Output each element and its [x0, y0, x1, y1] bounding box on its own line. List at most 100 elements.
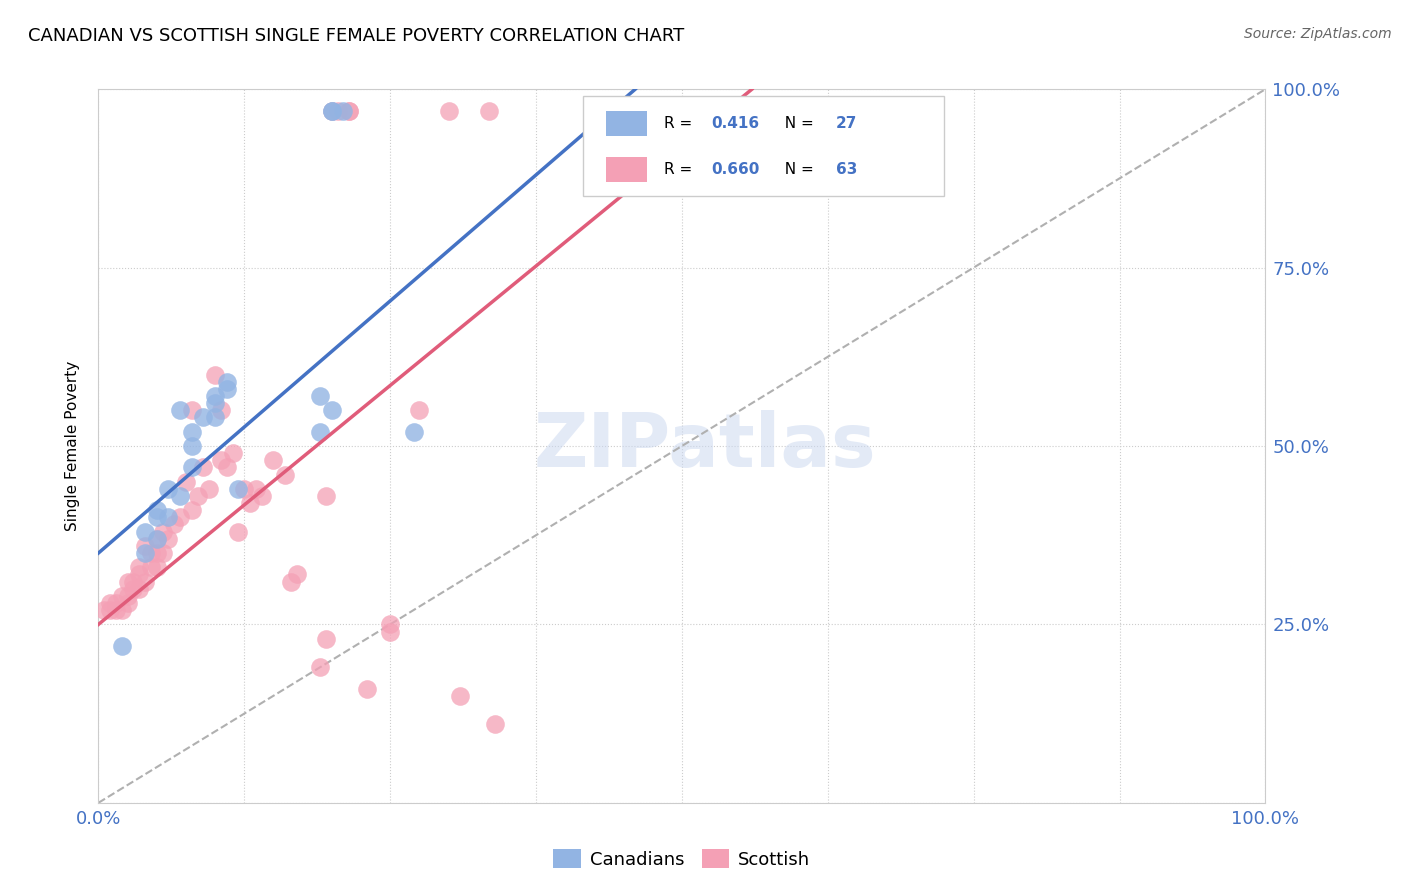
Point — [117, 589, 139, 603]
Point — [215, 375, 238, 389]
Point — [228, 482, 250, 496]
Point — [180, 403, 202, 417]
Point — [356, 681, 378, 696]
Point — [98, 603, 121, 617]
Point — [180, 425, 202, 439]
Point — [262, 453, 284, 467]
Point — [146, 503, 169, 517]
Point — [309, 389, 332, 403]
Point — [204, 368, 226, 382]
Text: N =: N = — [775, 116, 818, 130]
Text: 0.660: 0.660 — [711, 162, 759, 177]
Point — [128, 582, 150, 596]
Point — [209, 403, 232, 417]
Text: 63: 63 — [837, 162, 858, 177]
Text: 0.416: 0.416 — [711, 116, 759, 130]
Point — [198, 482, 221, 496]
Text: R =: R = — [665, 116, 697, 130]
Point — [193, 460, 215, 475]
Point — [111, 603, 134, 617]
Point — [233, 482, 256, 496]
Point — [624, 103, 647, 118]
Point — [204, 396, 226, 410]
Point — [274, 467, 297, 482]
Point — [134, 546, 156, 560]
Text: N =: N = — [775, 162, 818, 177]
Point — [337, 103, 360, 118]
Point — [169, 489, 191, 503]
Point — [321, 103, 343, 118]
Point — [146, 546, 169, 560]
Point — [215, 460, 238, 475]
Point — [111, 639, 134, 653]
Point — [204, 410, 226, 425]
Point — [309, 660, 332, 674]
Point — [157, 510, 180, 524]
Point — [98, 596, 121, 610]
Point — [245, 482, 267, 496]
Point — [104, 596, 127, 610]
Point — [169, 510, 191, 524]
Point — [139, 546, 162, 560]
Point — [157, 532, 180, 546]
Text: Source: ZipAtlas.com: Source: ZipAtlas.com — [1244, 27, 1392, 41]
Point — [134, 524, 156, 539]
Y-axis label: Single Female Poverty: Single Female Poverty — [65, 361, 80, 531]
Point — [378, 624, 402, 639]
Point — [280, 574, 302, 589]
Point — [484, 717, 506, 731]
Point — [134, 539, 156, 553]
Point — [315, 489, 337, 503]
FancyBboxPatch shape — [606, 111, 647, 136]
Point — [122, 582, 145, 596]
Point — [128, 560, 150, 574]
Point — [146, 532, 169, 546]
Point — [378, 617, 402, 632]
Point — [209, 453, 232, 467]
Point — [122, 574, 145, 589]
Point — [204, 389, 226, 403]
Point — [104, 603, 127, 617]
Point — [221, 446, 243, 460]
Point — [180, 460, 202, 475]
Point — [134, 574, 156, 589]
Point — [180, 503, 202, 517]
Text: ZIPatlas: ZIPatlas — [534, 409, 876, 483]
Point — [321, 103, 343, 118]
Point — [180, 439, 202, 453]
Point — [478, 103, 501, 118]
Point — [437, 103, 460, 118]
Point — [326, 103, 349, 118]
Point — [169, 403, 191, 417]
Point — [157, 482, 180, 496]
Point — [146, 560, 169, 574]
Point — [146, 532, 169, 546]
Point — [117, 574, 139, 589]
Text: CANADIAN VS SCOTTISH SINGLE FEMALE POVERTY CORRELATION CHART: CANADIAN VS SCOTTISH SINGLE FEMALE POVER… — [28, 27, 685, 45]
FancyBboxPatch shape — [582, 96, 945, 196]
Point — [285, 567, 308, 582]
Point — [321, 103, 343, 118]
Text: 27: 27 — [837, 116, 858, 130]
Point — [128, 567, 150, 582]
Point — [139, 560, 162, 574]
Point — [174, 475, 197, 489]
Point — [337, 103, 360, 118]
Point — [111, 589, 134, 603]
Point — [309, 425, 332, 439]
Point — [228, 524, 250, 539]
Point — [193, 410, 215, 425]
Point — [239, 496, 262, 510]
Point — [408, 403, 430, 417]
FancyBboxPatch shape — [606, 157, 647, 182]
Point — [402, 425, 425, 439]
Point — [315, 632, 337, 646]
Point — [117, 596, 139, 610]
Point — [215, 382, 238, 396]
Point — [321, 403, 343, 417]
Legend: Canadians, Scottish: Canadians, Scottish — [547, 842, 817, 876]
Point — [449, 689, 471, 703]
Text: R =: R = — [665, 162, 697, 177]
Point — [163, 517, 186, 532]
Point — [146, 510, 169, 524]
